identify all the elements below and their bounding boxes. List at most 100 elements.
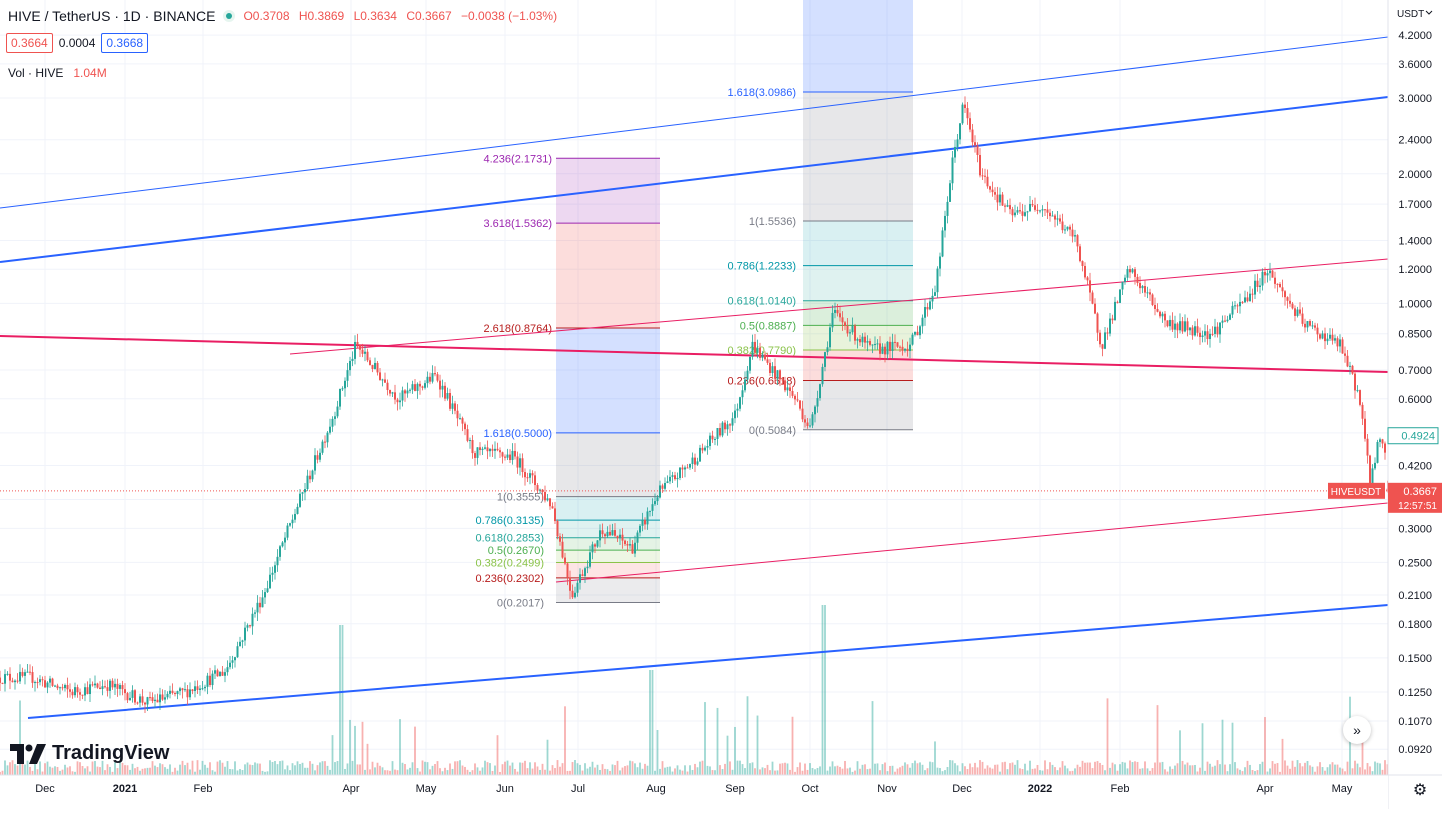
volume-bar — [714, 770, 716, 775]
candle-body — [1209, 333, 1211, 340]
candle-body — [216, 670, 219, 677]
trend-line-upper[interactable] — [289, 258, 1389, 355]
tradingview-logo-icon — [10, 743, 46, 764]
volume-bar — [156, 767, 159, 775]
volume-bar — [486, 762, 489, 775]
scroll-to-realtime-button[interactable]: » — [1343, 716, 1371, 744]
volume-bar — [209, 762, 211, 775]
volume-bar — [776, 770, 779, 775]
trendlines[interactable] — [0, 36, 1389, 719]
candle-body — [1374, 462, 1376, 469]
candle-body — [1099, 332, 1101, 345]
candle-body — [679, 467, 681, 478]
volume-bar — [66, 767, 69, 775]
last-price-value: 0.3667 — [1403, 486, 1437, 498]
candle-body — [179, 688, 181, 692]
ohlc-high: H0.3869 — [298, 9, 345, 23]
volume-bar — [249, 764, 251, 775]
volume-bar — [664, 767, 666, 775]
candle-body — [1071, 229, 1074, 237]
volume-bar — [716, 707, 719, 775]
tradingview-logo[interactable]: TradingView — [10, 742, 169, 765]
candle-body — [306, 475, 309, 490]
candle-body — [754, 341, 756, 353]
volume-bar — [409, 767, 411, 775]
symbol-title[interactable]: HIVE / TetherUS · 1D · BINANCE — [8, 8, 216, 24]
candle-body — [326, 432, 329, 443]
candle-body — [804, 419, 806, 423]
candle-body — [1236, 305, 1239, 307]
channel-line-upper[interactable] — [0, 96, 1389, 263]
candle-body — [556, 521, 559, 537]
volume-bar — [694, 763, 696, 775]
candle-body — [1239, 301, 1241, 307]
fib-level-label: 0.786(1.2233) — [728, 261, 797, 273]
volume-bar — [1041, 770, 1044, 775]
volume-bar — [1094, 761, 1096, 775]
volume-bar — [576, 763, 579, 775]
candle-body — [871, 344, 874, 346]
candle-body — [1326, 338, 1329, 342]
channel-line-outer[interactable] — [0, 36, 1389, 209]
time-axis-tick: Dec — [35, 783, 55, 795]
candle-body — [469, 440, 471, 442]
candle-body — [1114, 301, 1116, 321]
volume-bar — [526, 768, 529, 775]
candle-body — [861, 336, 864, 343]
trend-line-lower[interactable] — [555, 502, 1389, 583]
candle-body — [1171, 319, 1174, 330]
volume-bar — [966, 769, 969, 775]
volume-bar — [901, 765, 904, 775]
sell-price-button[interactable]: 0.3664 — [6, 33, 53, 53]
volume-bar — [1051, 764, 1054, 775]
volume-bar — [1134, 761, 1136, 775]
volume-bar — [1011, 762, 1014, 775]
volume-bar — [1054, 767, 1056, 775]
volume-bar — [734, 726, 736, 775]
volume-bar — [1346, 761, 1349, 775]
candle-body — [891, 341, 894, 351]
candle-body — [229, 662, 231, 668]
volume-bar — [751, 762, 754, 775]
volume-bar — [1339, 767, 1341, 775]
volume-bar — [139, 770, 141, 775]
time-axis[interactable]: Dec 2021 Feb Apr May Jun Jul Aug Sep Oct Nov Dec 202… — [0, 774, 1442, 809]
channel-line-lower[interactable] — [27, 604, 1389, 719]
fibonacci-drawings[interactable]: 4.236(2.1731) 3.618(1.5362) 2.618(0.8764) 1… — [476, 0, 914, 610]
candle-body — [974, 142, 976, 146]
candle-body — [829, 327, 831, 348]
volume-bar — [686, 771, 689, 775]
candle-body — [979, 154, 981, 176]
volume-bar — [1356, 763, 1359, 775]
candle-body — [499, 450, 501, 453]
volume-bar — [876, 763, 879, 775]
volume-bar — [834, 766, 836, 775]
volume-bar — [319, 762, 321, 775]
candle-body — [436, 374, 439, 381]
volume-bar — [696, 767, 699, 775]
candle-body — [104, 686, 106, 688]
buy-price-button[interactable]: 0.3668 — [101, 33, 149, 53]
price-axis-tick: 0.4200 — [1398, 460, 1432, 472]
candle-body — [309, 475, 311, 480]
chart-settings-button[interactable]: ⚙ — [1410, 780, 1430, 800]
volume-bar — [264, 771, 266, 775]
candle-body — [756, 347, 759, 353]
volume-bar — [304, 767, 306, 775]
candle-body — [644, 519, 646, 525]
volume-bar — [1186, 762, 1189, 775]
volume-bar — [91, 761, 94, 775]
volume-bar — [1239, 769, 1241, 775]
candle-body — [9, 673, 11, 681]
candle-body — [464, 423, 466, 430]
candle-body — [171, 690, 174, 694]
volume-bar — [581, 770, 584, 775]
price-axis[interactable]: USDT 4.2000 3.6000 3.0000 2.4000 2.0000 1.7000… — [1387, 0, 1442, 809]
trend-line-main[interactable] — [0, 335, 1389, 373]
candle-body — [454, 403, 456, 411]
candle-body — [176, 691, 179, 695]
candle-body — [634, 542, 636, 554]
candle-body — [621, 534, 624, 541]
fib-level-label: 2.618(0.8764) — [484, 323, 553, 335]
